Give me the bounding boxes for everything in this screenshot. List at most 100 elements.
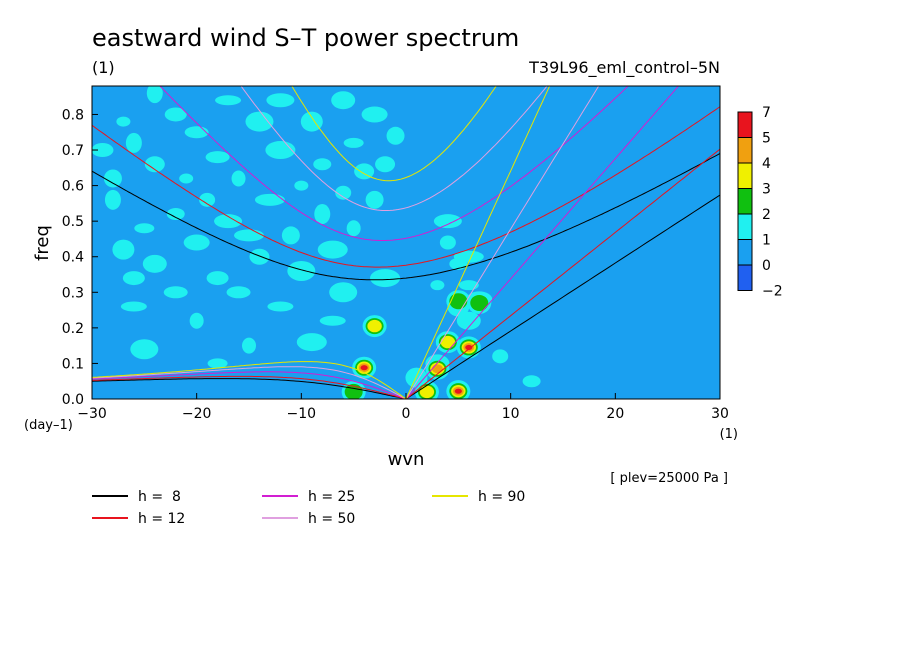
level1-patch	[214, 214, 243, 229]
level1-patch	[116, 116, 131, 127]
level1-patch	[365, 190, 384, 209]
dispersion-curve	[92, 378, 407, 399]
colorbar-label: 5	[762, 131, 771, 147]
colorbar-label: 4	[762, 156, 771, 172]
level1-patch	[439, 235, 456, 250]
spectrum-hotspots	[341, 290, 492, 399]
level1-patch	[130, 339, 159, 360]
x-tick-label: −30	[77, 406, 107, 422]
colorbar-swatch	[737, 162, 753, 189]
legend-label: h = 12	[138, 511, 185, 527]
level1-patch	[249, 248, 270, 265]
level1-patch	[300, 111, 323, 132]
hotspot-level	[470, 294, 489, 311]
dispersion-curves	[92, 86, 720, 399]
level1-patch	[206, 271, 229, 286]
level1-patch	[354, 163, 375, 180]
level1-patch	[375, 156, 396, 173]
level1-patch	[287, 260, 316, 281]
legend: h = 8 h = 12 h = 25 h = 50 h = 90	[92, 489, 525, 527]
colorbar-swatch	[737, 239, 753, 266]
level1-patch	[492, 349, 509, 364]
level1-patch	[183, 234, 210, 251]
level1-patch	[314, 204, 331, 225]
colorbar: 7 5 4 3 2 1 0 −2	[737, 105, 783, 300]
y-unit-label: (day–1)	[24, 418, 73, 433]
level1-patch	[370, 269, 401, 288]
level1-patch	[456, 311, 481, 330]
level1-patch	[144, 156, 165, 173]
dispersion-curve	[405, 86, 680, 399]
level1-patch	[199, 192, 216, 207]
x-tick-label: −20	[182, 406, 212, 422]
level1-patch	[266, 93, 295, 108]
level1-patch	[433, 214, 462, 229]
colorbar-label: 7	[762, 105, 771, 121]
x-axis: −30 −20 −10 0 10 20 30	[77, 393, 729, 422]
y-tick-label: 0.7	[62, 143, 84, 159]
level1-patch	[179, 173, 194, 184]
level1-patch	[112, 239, 135, 260]
colorbar-label: 3	[762, 182, 771, 198]
hotspot-level	[432, 364, 443, 374]
y-tick-label: 0.5	[62, 214, 84, 230]
level1-patch	[267, 301, 294, 312]
level1-patch	[296, 333, 327, 352]
x-axis-label: wvn	[388, 449, 425, 470]
level1-patch	[120, 301, 147, 312]
dispersion-curve	[405, 148, 720, 399]
level1-patch	[254, 193, 285, 206]
level1-patch	[184, 126, 209, 139]
legend-label: h = 25	[308, 489, 355, 505]
dispersion-curve	[405, 86, 600, 399]
level1-patch	[453, 250, 484, 263]
level1-patch	[343, 137, 364, 148]
colorbar-label: 2	[762, 207, 771, 223]
level1-patch	[361, 106, 388, 123]
level1-patch	[142, 254, 167, 273]
plot-area	[92, 86, 720, 399]
level1-patch	[166, 208, 185, 221]
y-axis-label: freq	[32, 225, 53, 261]
level1-patch	[205, 151, 230, 164]
level1-patch	[234, 229, 264, 242]
hotspot-level	[440, 335, 456, 349]
y-axis: 0.0 0.1 0.2 0.3 0.4 0.5 0.6 0.7 0.8	[62, 107, 98, 408]
level1-patch	[207, 358, 228, 369]
colorbar-label: 0	[762, 258, 771, 274]
level1-patch	[319, 315, 346, 326]
level1-patch	[281, 226, 300, 245]
dispersion-curve	[92, 375, 407, 399]
level1-patch	[317, 240, 348, 259]
level1-patch	[294, 180, 309, 191]
dispersion-curve	[92, 106, 720, 268]
dispersion-curve	[405, 86, 551, 399]
x-tick-label: 10	[502, 406, 520, 422]
level1-patch	[231, 170, 246, 187]
level1-patch	[329, 282, 358, 303]
plev-annotation: [ plev=25000 Pa ]	[610, 471, 728, 486]
level1-patch	[163, 286, 188, 299]
level1-patch	[331, 91, 356, 110]
level1-patch	[335, 185, 352, 200]
colorbar-label: 1	[762, 233, 771, 249]
legend-label: h = 8	[138, 489, 181, 505]
dispersion-curve	[291, 86, 497, 182]
colorbar-swatch	[737, 213, 753, 240]
x-tick-label: 0	[402, 406, 411, 422]
dispersion-curve	[92, 366, 407, 399]
dispersion-curve	[92, 152, 720, 281]
x-tick-label: 20	[606, 406, 624, 422]
y-tick-label: 0.2	[62, 321, 84, 337]
level1-patch	[226, 286, 251, 299]
colorbar-swatch	[737, 188, 753, 215]
dispersion-curve	[92, 361, 407, 399]
y-tick-label: 0.4	[62, 250, 84, 266]
y-tick-label: 0.1	[62, 356, 84, 372]
hotspot-level	[449, 293, 468, 310]
level1-patch	[92, 143, 114, 158]
dispersion-curve	[240, 86, 548, 211]
level1-patch	[522, 375, 541, 388]
colorbar-label: −2	[762, 284, 783, 300]
y-tick-label: 0.0	[62, 392, 84, 408]
